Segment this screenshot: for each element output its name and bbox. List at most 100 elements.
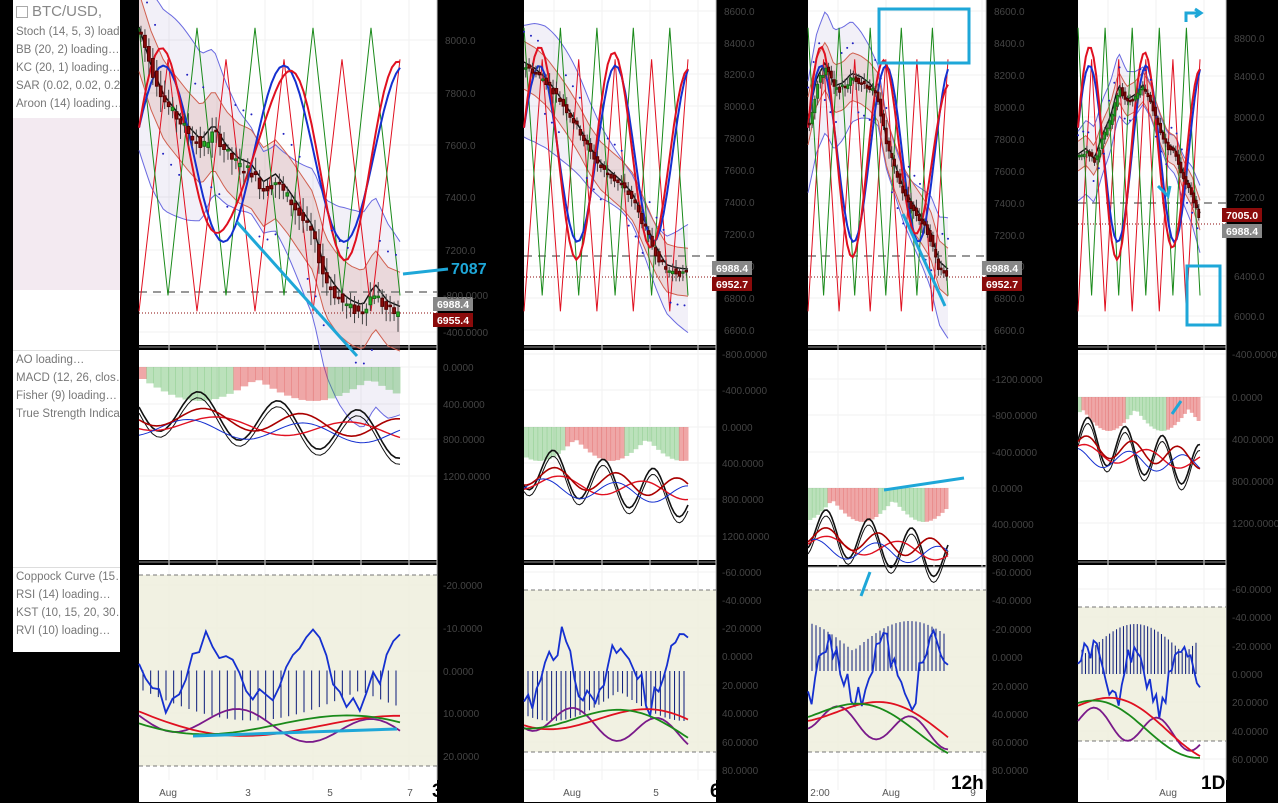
p3-sar-dot	[1113, 81, 1116, 84]
p1-candle	[667, 270, 671, 273]
p1-ao-bar	[674, 427, 680, 461]
annotation-trendline-3h	[235, 220, 359, 358]
p1-candle	[636, 205, 641, 213]
p0-sar-dot	[274, 233, 277, 236]
p3-sar-dot	[1087, 131, 1090, 134]
p3-candle	[1182, 172, 1185, 180]
p2-candle	[873, 90, 877, 94]
p2-sar-dot	[857, 111, 860, 114]
legend-item-fisher[interactable]: Fisher (9) loading…	[16, 390, 117, 402]
p3-candle	[1156, 117, 1160, 125]
p3-candle	[1169, 145, 1173, 151]
p3-sar-dot	[1175, 132, 1178, 135]
p3-sar-dot	[1082, 130, 1085, 133]
p3-ao-bar	[1183, 397, 1187, 414]
p3-candle	[1159, 122, 1162, 134]
p2-candle	[884, 127, 888, 145]
legend-item-bb[interactable]: BB (20, 2) loading…	[16, 44, 120, 56]
p2-price-tag-bg	[982, 277, 1022, 291]
p1-ao-bar	[647, 427, 653, 442]
p3-osc1-tick: 400.0000	[1232, 435, 1274, 446]
p3-ao-bar	[1159, 397, 1164, 431]
p1-ao-bar	[537, 427, 543, 461]
p0-bb-band	[139, 0, 400, 427]
p1-macd-line	[523, 449, 689, 518]
p1-candle	[565, 104, 569, 114]
p3-macd-line	[1077, 416, 1201, 485]
p1-sar-dot	[676, 303, 679, 306]
p3-price-tick: 8400.0	[1234, 72, 1265, 83]
p0-sar-dot	[314, 295, 317, 298]
p1-candle	[575, 120, 579, 125]
legend-item-aroon[interactable]: Aroon (14) loading…	[16, 98, 120, 110]
collapse-box-icon[interactable]	[16, 5, 28, 18]
p3-candle	[1123, 91, 1127, 100]
legend-item-rsi[interactable]: RSI (14) loading…	[16, 589, 111, 601]
p2-price-tick: 7800.0	[994, 135, 1025, 146]
legend-title[interactable]: BTC/USD,	[13, 0, 120, 23]
p2-candle	[868, 85, 872, 90]
p3-osc2-tick: -60.0000	[1232, 585, 1272, 596]
p1-sar-dot	[550, 121, 553, 124]
p2-candle	[909, 200, 913, 210]
p0-macd-line	[138, 390, 401, 459]
annotation-price-label: 7087	[451, 261, 487, 278]
p2-ao-bar	[881, 488, 887, 511]
legend-item-rvi[interactable]: RVI (10) loading…	[16, 625, 111, 637]
legend-item-macd[interactable]: MACD (12, 26, clos…	[16, 372, 120, 384]
p2-ao-bar	[920, 488, 926, 522]
p0-rvi-line	[138, 708, 401, 743]
p1-ao-bar	[619, 427, 625, 459]
p0-ao-bar	[211, 367, 220, 400]
p1-candle	[640, 213, 644, 225]
p1-aroon-down	[523, 27, 689, 296]
p3-ao-bar	[1196, 397, 1201, 421]
p1-candle	[681, 271, 685, 274]
p2-sar-dot	[807, 86, 809, 89]
p3-candle	[1161, 131, 1165, 140]
p1-osc1-bg	[524, 350, 716, 560]
legend-item-kst[interactable]: KST (10, 15, 20, 30…	[16, 607, 120, 619]
p0-osc1-tick: 400.0000	[443, 400, 485, 411]
p2-ao-bar	[909, 488, 914, 518]
annotation-arrow-1d	[1184, 7, 1204, 22]
p2-sar-dot	[868, 118, 871, 121]
p1-osc2-tick: 60.0000	[722, 738, 759, 749]
legend-item-coppock[interactable]: Coppock Curve (15…	[16, 571, 120, 583]
legend-item-kc[interactable]: KC (20, 1) loading…	[16, 62, 120, 74]
p0-sar-dot	[226, 205, 229, 208]
p1-ao-bar	[683, 427, 689, 461]
p3-ao-bar	[1152, 397, 1157, 429]
p1-candle	[653, 247, 658, 257]
legend-item-tsi[interactable]: True Strength Indica…	[16, 408, 120, 420]
p0-ao-bar	[168, 367, 176, 395]
p1-candle	[551, 87, 555, 95]
p3-price-tag: 7005.0	[1226, 210, 1258, 222]
p1-ao-bar	[542, 427, 548, 461]
legend-item-stoch[interactable]: Stoch (14, 5, 3) load…	[16, 26, 120, 38]
p1-candle	[541, 78, 545, 81]
p2-sar-dot	[913, 174, 916, 177]
p0-ao-bar	[320, 367, 328, 401]
p0-candle	[162, 95, 167, 103]
annotation-tick-12h	[859, 571, 872, 597]
p0-candle	[230, 152, 234, 160]
p2-candle	[840, 84, 844, 87]
p2-ao-bar	[839, 488, 844, 510]
p3-ao-bar	[1111, 397, 1116, 431]
p2-candle	[832, 79, 836, 87]
legend-main-section: BTC/USD, Stoch (14, 5, 3) load… BB (20, …	[13, 0, 120, 342]
legend-item-ao[interactable]: AO loading…	[16, 354, 85, 366]
p2-sar-dot	[846, 46, 849, 49]
p1-candle	[677, 270, 682, 277]
legend-item-sar[interactable]: SAR (0.02, 0.02, 0.2…	[16, 80, 120, 92]
p0-osc2-tick: 20.0000	[443, 752, 480, 763]
p3-sar-dot	[1102, 152, 1105, 155]
p3-candle	[1154, 106, 1157, 117]
p0-candle	[245, 165, 250, 168]
p2-candle	[876, 91, 880, 102]
p0-candle	[269, 185, 274, 190]
p3-price-tag: 6988.4	[1226, 226, 1258, 238]
p1-main-bg	[524, 0, 716, 345]
